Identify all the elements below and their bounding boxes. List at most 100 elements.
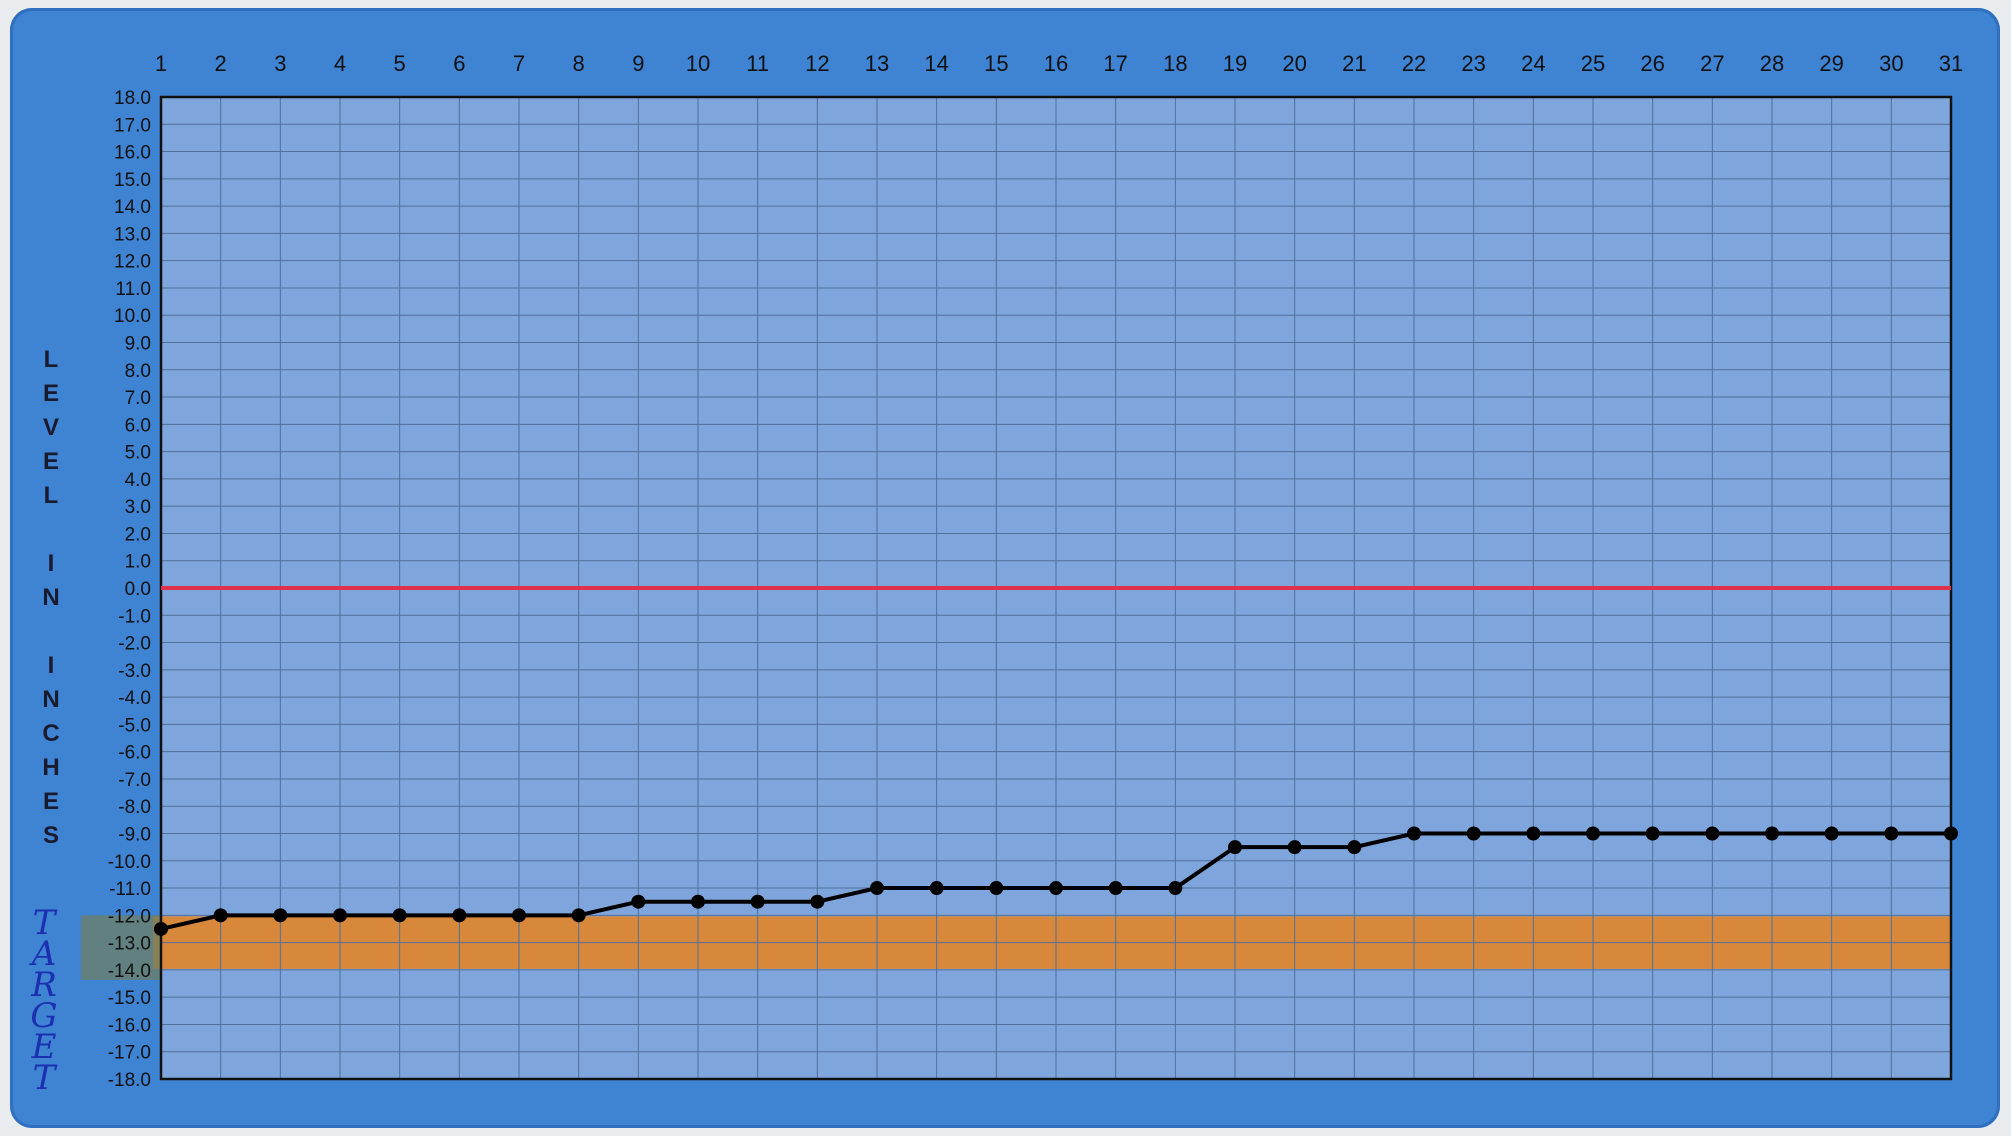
data-point — [1466, 826, 1481, 841]
y-axis-title-letter: L — [43, 346, 59, 373]
x-tick-label: 14 — [924, 51, 948, 76]
y-tick-label: -10.0 — [108, 852, 151, 873]
data-point — [154, 921, 168, 936]
data-point — [1228, 840, 1242, 855]
y-axis-title-letter: H — [42, 754, 60, 781]
y-tick-label: 13.0 — [114, 224, 151, 245]
x-tick-label: 19 — [1223, 51, 1247, 76]
y-tick-label: 11.0 — [115, 279, 151, 300]
x-tick-label: 22 — [1402, 51, 1426, 76]
data-point — [273, 908, 288, 923]
y-tick-label: -2.0 — [118, 634, 151, 655]
data-point — [1944, 826, 1958, 841]
y-tick-label: -1.0 — [118, 606, 151, 627]
x-tick-label: 26 — [1640, 51, 1664, 76]
target-band-marker — [81, 915, 161, 980]
data-point — [1884, 826, 1899, 841]
level-chart: 1 2 3 4 5 6 7 8 9 10 11 12 13 14 15 16 17 18 19 20 21 22 23 24 2… — [81, 51, 1963, 1091]
y-tick-label: -16.0 — [108, 1015, 151, 1036]
y-tick-label: 7.0 — [125, 388, 151, 409]
data-point — [1765, 826, 1779, 841]
y-tick-label: 16.0 — [114, 143, 151, 164]
x-tick-label: 3 — [274, 51, 286, 76]
data-point — [1108, 881, 1123, 896]
y-tick-label: -9.0 — [118, 825, 151, 846]
y-tick-label: 17.0 — [114, 115, 151, 136]
x-tick-label: 2 — [215, 51, 227, 76]
y-tick-label: 3.0 — [125, 497, 151, 518]
x-tick-label: 6 — [453, 51, 465, 76]
target-label-letter: A — [31, 934, 57, 974]
x-tick-label: 31 — [1939, 51, 1963, 76]
y-tick-label: -5.0 — [118, 715, 151, 736]
x-tick-label: 25 — [1581, 51, 1605, 76]
y-axis-title-letter: E — [42, 788, 59, 815]
data-point — [1586, 826, 1600, 841]
y-axis-title-letter: I — [47, 652, 55, 679]
y-tick-label: -13.0 — [108, 934, 151, 955]
y-axis-title-letter: S — [42, 822, 59, 849]
data-point — [1347, 840, 1362, 855]
data-point — [452, 908, 467, 923]
data-point — [750, 894, 765, 909]
data-point — [1407, 826, 1421, 841]
target-label-letter: T — [32, 903, 56, 943]
y-axis-title-letter: N — [42, 686, 60, 713]
chart-board: 1 2 3 4 5 6 7 8 9 10 11 12 13 14 15 16 17 18 19 20 21 22 23 24 2… — [10, 8, 2000, 1128]
y-axis-title-letter: E — [42, 448, 59, 475]
data-point — [691, 894, 705, 909]
x-tick-label: 12 — [805, 51, 829, 76]
y-tick-label: -7.0 — [118, 770, 151, 791]
x-tick-label: 9 — [632, 51, 644, 76]
data-point — [1049, 881, 1063, 896]
y-axis-title-letter: N — [42, 584, 60, 611]
y-tick-label: -3.0 — [118, 661, 151, 682]
x-tick-label: 16 — [1044, 51, 1068, 76]
data-point — [571, 908, 586, 923]
y-tick-label: 2.0 — [125, 524, 151, 545]
y-tick-label: -15.0 — [108, 988, 151, 1009]
target-label-letter: T — [32, 1058, 56, 1098]
x-tick-label: 30 — [1879, 51, 1903, 76]
y-tick-label: 6.0 — [125, 415, 151, 436]
y-tick-label: -12.0 — [108, 906, 151, 927]
x-tick-label: 28 — [1760, 51, 1784, 76]
data-point — [810, 894, 825, 909]
data-point — [929, 881, 944, 896]
target-label-letter: E — [31, 1027, 57, 1067]
y-axis-title-letter: L — [43, 482, 59, 509]
y-tick-label: -17.0 — [108, 1043, 151, 1064]
y-tick-label: -4.0 — [118, 688, 151, 709]
data-point — [1287, 840, 1302, 855]
y-tick-label: 8.0 — [125, 361, 151, 382]
data-point — [1705, 826, 1720, 841]
y-tick-label: 4.0 — [125, 470, 151, 491]
data-point — [1168, 881, 1183, 896]
y-tick-label: 1.0 — [125, 552, 151, 573]
y-tick-label: 12.0 — [114, 252, 151, 273]
y-tick-label: -18.0 — [108, 1070, 151, 1091]
x-tick-label: 1 — [155, 51, 167, 76]
x-tick-label: 29 — [1819, 51, 1843, 76]
target-label-letter: R — [31, 965, 57, 1005]
y-tick-label: 0.0 — [125, 579, 151, 600]
y-tick-label: 14.0 — [114, 197, 151, 218]
y-tick-label: -11.0 — [109, 879, 151, 900]
y-tick-label: 18.0 — [114, 88, 151, 109]
x-tick-label: 15 — [984, 51, 1008, 76]
x-tick-label: 10 — [686, 51, 710, 76]
x-tick-label: 20 — [1282, 51, 1306, 76]
x-tick-label: 17 — [1103, 51, 1127, 76]
x-tick-label: 5 — [394, 51, 406, 76]
x-tick-label: 24 — [1521, 51, 1545, 76]
x-tick-label: 7 — [513, 51, 525, 76]
y-axis-title-letter: C — [42, 720, 60, 747]
y-tick-label: 5.0 — [125, 443, 151, 464]
data-point — [631, 894, 646, 909]
data-point — [1824, 826, 1839, 841]
data-point — [989, 881, 1004, 896]
y-axis-title-letter: E — [42, 380, 59, 407]
y-tick-label: -8.0 — [118, 797, 151, 818]
data-point — [512, 908, 526, 923]
x-tick-label: 21 — [1342, 51, 1366, 76]
